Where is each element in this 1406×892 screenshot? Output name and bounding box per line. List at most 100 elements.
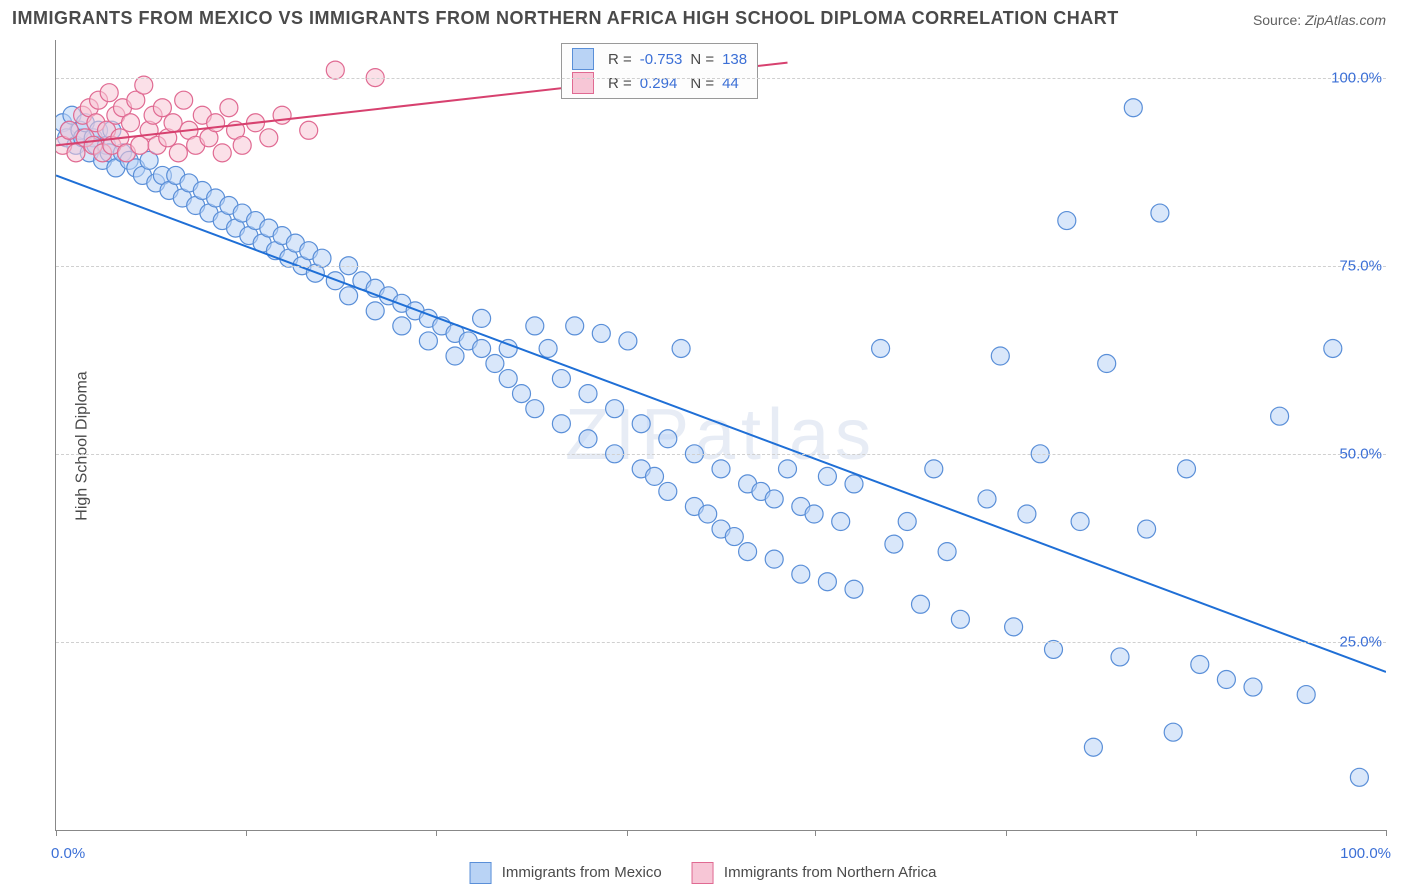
- scatter-point: [552, 415, 570, 433]
- source-value: ZipAtlas.com: [1305, 12, 1386, 28]
- y-tick-label: 25.0%: [1339, 633, 1388, 650]
- x-tick-mark: [1006, 830, 1007, 836]
- scatter-point: [832, 513, 850, 531]
- scatter-point: [1138, 520, 1156, 538]
- scatter-point: [699, 505, 717, 523]
- gridline: [56, 78, 1386, 79]
- scatter-point: [805, 505, 823, 523]
- stats-r-label-0: R =: [608, 51, 632, 68]
- x-tick-mark: [56, 830, 57, 836]
- scatter-point: [765, 550, 783, 568]
- trend-line: [56, 175, 1386, 672]
- scatter-point: [213, 144, 231, 162]
- chart-title: IMMIGRANTS FROM MEXICO VS IMMIGRANTS FRO…: [12, 8, 1119, 29]
- scatter-point: [1124, 99, 1142, 117]
- scatter-point: [1164, 723, 1182, 741]
- scatter-point: [121, 114, 139, 132]
- scatter-point: [779, 460, 797, 478]
- scatter-point: [526, 400, 544, 418]
- scatter-point: [393, 317, 411, 335]
- scatter-point: [513, 385, 531, 403]
- x-axis-min-label: 0.0%: [51, 845, 85, 862]
- bottom-legend: Immigrants from Mexico Immigrants from N…: [470, 862, 937, 884]
- scatter-point: [912, 595, 930, 613]
- scatter-point: [169, 144, 187, 162]
- x-tick-mark: [436, 830, 437, 836]
- scatter-point: [260, 129, 278, 147]
- scatter-point: [672, 339, 690, 357]
- scatter-point: [1191, 655, 1209, 673]
- scatter-point: [1071, 513, 1089, 531]
- scatter-point: [207, 114, 225, 132]
- scatter-point: [153, 99, 171, 117]
- scatter-point: [1058, 212, 1076, 230]
- scatter-point: [273, 106, 291, 124]
- scatter-point: [1151, 204, 1169, 222]
- scatter-point: [473, 309, 491, 327]
- scatter-point: [313, 249, 331, 267]
- scatter-point: [300, 121, 318, 139]
- scatter-point: [792, 565, 810, 583]
- scatter-point: [1217, 671, 1235, 689]
- scatter-point: [1018, 505, 1036, 523]
- scatter-point: [1324, 339, 1342, 357]
- scatter-point: [938, 543, 956, 561]
- scatter-point: [1271, 407, 1289, 425]
- scatter-point: [1297, 686, 1315, 704]
- gridline: [56, 642, 1386, 643]
- scatter-point: [1045, 640, 1063, 658]
- scatter-point: [1111, 648, 1129, 666]
- scatter-point: [579, 430, 597, 448]
- scatter-point: [845, 580, 863, 598]
- scatter-point: [898, 513, 916, 531]
- scatter-svg: [56, 40, 1386, 830]
- scatter-point: [1350, 768, 1368, 786]
- scatter-point: [135, 76, 153, 94]
- correlation-stats-box: R = -0.753 N = 138 R = 0.294 N = 44: [561, 43, 758, 99]
- legend-swatch-1: [692, 862, 714, 884]
- scatter-point: [845, 475, 863, 493]
- scatter-point: [1098, 355, 1116, 373]
- x-tick-mark: [246, 830, 247, 836]
- gridline: [56, 266, 1386, 267]
- scatter-point: [659, 430, 677, 448]
- scatter-point: [646, 467, 664, 485]
- x-tick-mark: [1386, 830, 1387, 836]
- scatter-point: [765, 490, 783, 508]
- scatter-point: [925, 460, 943, 478]
- scatter-point: [951, 610, 969, 628]
- x-axis-max-label: 100.0%: [1340, 845, 1391, 862]
- scatter-point: [619, 332, 637, 350]
- stats-swatch-series-1: [572, 72, 594, 94]
- scatter-point: [978, 490, 996, 508]
- source-attribution: Source: ZipAtlas.com: [1253, 12, 1386, 28]
- scatter-point: [340, 287, 358, 305]
- scatter-point: [526, 317, 544, 335]
- scatter-point: [592, 324, 610, 342]
- scatter-point: [991, 347, 1009, 365]
- stats-swatch-series-0: [572, 48, 594, 70]
- scatter-point: [739, 543, 757, 561]
- scatter-point: [659, 482, 677, 500]
- stats-r-value-0: -0.753: [640, 51, 683, 68]
- x-tick-mark: [627, 830, 628, 836]
- legend-item-1: Immigrants from Northern Africa: [692, 862, 937, 884]
- scatter-point: [1178, 460, 1196, 478]
- source-label: Source:: [1253, 12, 1301, 28]
- scatter-point: [419, 332, 437, 350]
- scatter-point: [632, 415, 650, 433]
- scatter-point: [1244, 678, 1262, 696]
- scatter-point: [499, 370, 517, 388]
- scatter-point: [1005, 618, 1023, 636]
- scatter-point: [725, 528, 743, 546]
- stats-n-label-0: N =: [690, 51, 714, 68]
- scatter-point: [446, 347, 464, 365]
- scatter-point: [175, 91, 193, 109]
- legend-item-0: Immigrants from Mexico: [470, 862, 662, 884]
- scatter-point: [539, 339, 557, 357]
- legend-label-0: Immigrants from Mexico: [502, 864, 662, 881]
- scatter-point: [164, 114, 182, 132]
- scatter-point: [552, 370, 570, 388]
- x-tick-mark: [1196, 830, 1197, 836]
- scatter-point: [606, 400, 624, 418]
